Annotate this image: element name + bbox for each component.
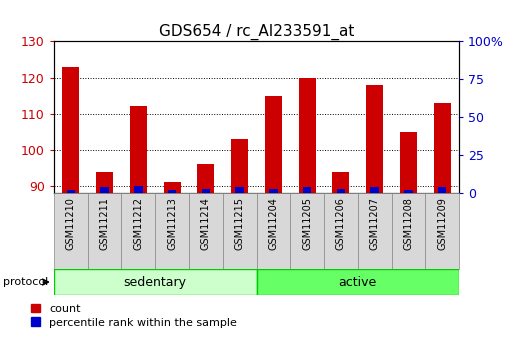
FancyBboxPatch shape <box>358 193 391 269</box>
Bar <box>366 85 383 193</box>
Bar <box>101 187 109 193</box>
Bar <box>303 187 311 193</box>
FancyBboxPatch shape <box>223 193 256 269</box>
FancyBboxPatch shape <box>324 193 358 269</box>
Bar <box>400 132 417 193</box>
Text: active: active <box>339 276 377 288</box>
Text: GSM11206: GSM11206 <box>336 197 346 250</box>
Text: GSM11215: GSM11215 <box>234 197 245 250</box>
FancyBboxPatch shape <box>256 193 290 269</box>
Text: GSM11209: GSM11209 <box>437 197 447 250</box>
Bar <box>404 190 412 193</box>
FancyBboxPatch shape <box>290 193 324 269</box>
Text: protocol: protocol <box>3 277 48 287</box>
Text: GSM11213: GSM11213 <box>167 197 177 250</box>
Text: GSM11210: GSM11210 <box>66 197 76 250</box>
FancyBboxPatch shape <box>122 193 155 269</box>
Text: GSM11208: GSM11208 <box>404 197 413 250</box>
Bar <box>130 107 147 193</box>
Bar <box>332 171 349 193</box>
Text: GSM11207: GSM11207 <box>370 197 380 250</box>
FancyBboxPatch shape <box>425 193 459 269</box>
FancyBboxPatch shape <box>88 193 122 269</box>
Bar <box>62 67 79 193</box>
Bar <box>96 171 113 193</box>
FancyBboxPatch shape <box>54 193 88 269</box>
FancyBboxPatch shape <box>155 193 189 269</box>
FancyBboxPatch shape <box>256 269 459 295</box>
Bar <box>370 187 379 193</box>
Bar <box>434 103 451 193</box>
Text: GSM11214: GSM11214 <box>201 197 211 250</box>
Text: GSM11212: GSM11212 <box>133 197 143 250</box>
Bar <box>134 186 143 193</box>
FancyBboxPatch shape <box>54 269 256 295</box>
Bar <box>299 78 315 193</box>
Text: GSM11205: GSM11205 <box>302 197 312 250</box>
Text: sedentary: sedentary <box>124 276 187 288</box>
Bar <box>337 189 345 193</box>
Bar <box>164 183 181 193</box>
FancyBboxPatch shape <box>391 193 425 269</box>
Legend: count, percentile rank within the sample: count, percentile rank within the sample <box>31 304 237 327</box>
Text: GSM11204: GSM11204 <box>268 197 279 250</box>
Bar <box>168 190 176 193</box>
Bar <box>67 190 75 193</box>
Bar <box>202 189 210 193</box>
Bar <box>235 187 244 193</box>
Bar <box>231 139 248 193</box>
Title: GDS654 / rc_AI233591_at: GDS654 / rc_AI233591_at <box>159 24 354 40</box>
Bar <box>198 164 214 193</box>
Text: GSM11211: GSM11211 <box>100 197 109 250</box>
Bar <box>269 189 278 193</box>
FancyBboxPatch shape <box>189 193 223 269</box>
Bar <box>265 96 282 193</box>
Bar <box>438 187 446 193</box>
